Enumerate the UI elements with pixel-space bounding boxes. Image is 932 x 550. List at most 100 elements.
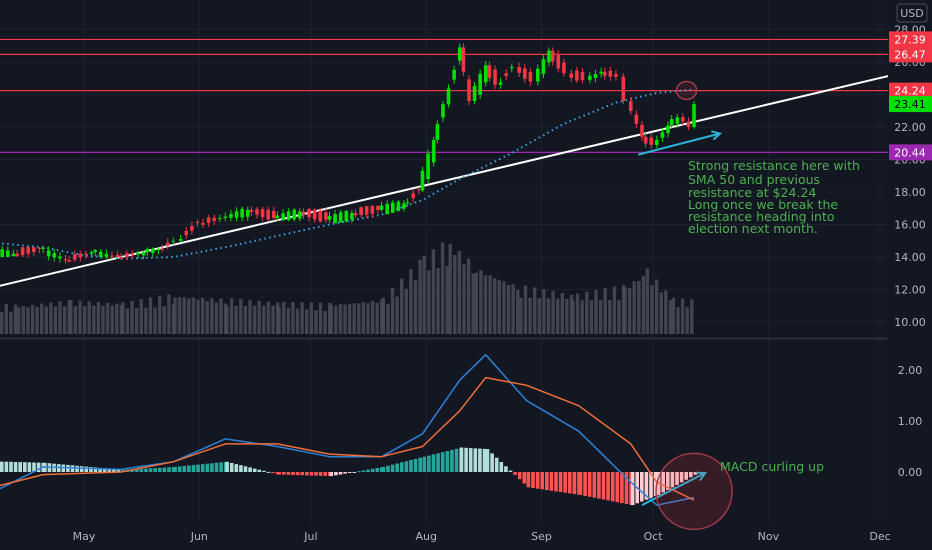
candle-body [333,214,337,224]
candle-body [15,253,19,257]
candle-body [292,209,297,220]
histogram-bar [422,456,427,472]
candle-body [52,253,57,258]
histogram-bar [478,448,482,472]
volume-bar [96,302,101,334]
volume-bar [466,258,471,334]
macd-lines [0,353,695,506]
volume-bar [173,297,177,334]
histogram-bar [305,472,309,476]
volume-bar [139,299,143,334]
histogram-bar [205,463,210,472]
volume-bar [291,302,295,334]
volume-bar [35,306,39,334]
last-price-tag [889,96,932,113]
trendline[interactable] [0,69,910,288]
candle-body [89,252,94,254]
volume-bar [598,300,603,334]
histogram-bar [606,472,610,501]
histogram-bar [13,462,18,472]
volume-bar [158,295,162,334]
histogram-bar [395,463,399,472]
price-tick: 18.00 [894,186,926,199]
histogram-bar [366,469,370,472]
candle-body [67,260,71,262]
histogram-bar [568,472,572,494]
volume-bar [608,299,612,334]
histogram-bar [116,469,121,472]
histogram-bar [468,448,473,472]
histogram-bar [84,466,89,472]
volume-bar [453,255,457,334]
volume-bar [637,280,641,334]
candle-body [151,248,155,253]
candle-body [621,76,626,101]
macd-annotation[interactable]: MACD curling up [720,459,824,474]
histogram-bar [624,472,629,504]
volume-bar [177,297,182,334]
macd-highlight-circle [655,452,733,531]
volume-bar [560,292,564,334]
histogram-bar [513,472,517,475]
histogram-bar [135,469,139,472]
volume-bar [49,302,53,334]
volume-bar [375,302,379,334]
candle-body [441,104,445,118]
volume-bar [479,270,483,334]
main-annotation[interactable]: Strong resistance here with SMA 50 and p… [688,158,860,236]
candles[interactable] [0,43,696,264]
volume-bar [239,299,243,334]
volume-bar [125,308,130,334]
histogram-bar [583,472,587,496]
histogram-bar [554,472,558,492]
currency-badge[interactable]: USD [896,3,928,23]
candle-body [234,211,239,218]
volume-bar [352,303,356,334]
volume-bar [343,304,347,334]
histogram-bar [445,451,450,472]
volume-bar [248,299,252,334]
volume-bar [144,307,148,334]
volume-bar [130,300,134,334]
volume-bar [262,305,266,334]
time-tick: Sep [531,530,552,543]
candle-body [145,248,150,253]
volume-bar [361,302,366,334]
macd-axis: 2.00 1.00 0.00 [898,364,923,479]
volume-bar [300,302,304,334]
candle-body [0,249,5,258]
histogram-bar [130,469,134,472]
volume-bar [404,288,408,334]
candle-body [640,124,644,137]
drawing-annotations[interactable] [637,80,733,531]
volume-bar [556,298,560,334]
histogram-bar [494,457,499,472]
volume-bar [69,299,73,334]
histogram-bar [400,462,404,472]
volume-bar [44,306,48,334]
volume-bar [295,308,300,334]
histogram-bar [549,472,554,491]
volume-bar [445,265,449,334]
histogram-bar [381,466,386,472]
histogram-bar [578,472,583,495]
histogram-bar [286,472,291,475]
volume-bar [671,297,676,334]
histogram-bar [196,464,200,472]
arrow-shaft [641,472,706,507]
volume-bar [641,275,646,334]
candle-body [593,73,598,79]
volume-bar [589,300,594,334]
histogram-bar [485,449,490,472]
histogram-bar [102,468,107,472]
histogram-bar [177,466,182,472]
candle-body [588,75,592,80]
candle-body [483,65,488,83]
volume-bar [533,287,537,334]
volume-bar [542,289,546,334]
histogram-bar [225,461,229,472]
volume-bar [409,269,413,334]
volume-bar [575,293,580,334]
histogram-bar [27,462,32,472]
